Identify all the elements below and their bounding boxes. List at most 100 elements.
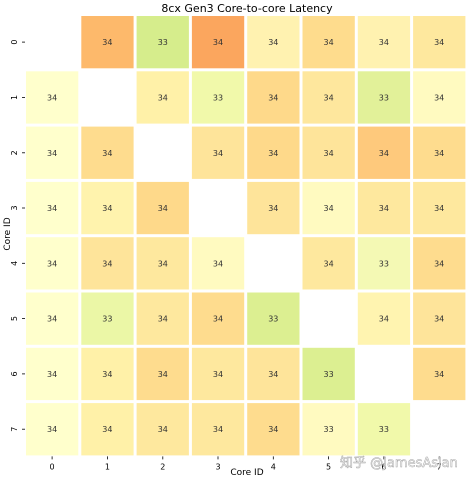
cell-value-label-1-0: 34: [47, 93, 57, 102]
cell-value-label-4-3: 34: [213, 259, 223, 268]
cell-value-label-1-6: 33: [379, 93, 389, 102]
heatmap-cell-5-1: [81, 292, 134, 345]
x-tick-label-2: 2: [160, 462, 165, 471]
heatmap-cell-0-2: [136, 16, 189, 69]
heatmap-cell-2-5: [302, 126, 355, 179]
cell-value-label-0-5: 34: [324, 38, 334, 47]
cell-value-label-3-5: 34: [324, 204, 334, 213]
heatmap-cell-6-4: [247, 347, 300, 401]
cell-value-label-1-4: 34: [268, 93, 278, 102]
heatmap-cell-1-2: [136, 71, 189, 124]
cell-value-label-1-5: 34: [324, 93, 334, 102]
cell-value-label-0-6: 34: [379, 38, 389, 47]
cell-value-label-3-1: 34: [102, 204, 112, 213]
cell-value-label-2-6: 34: [379, 149, 389, 158]
x-tick-label-6: 6: [381, 462, 386, 471]
cell-value-label-7-0: 34: [47, 425, 57, 434]
x-tick-label-5: 5: [326, 462, 331, 471]
heatmap-cell-7-6: [357, 403, 411, 456]
cell-value-label-5-6: 34: [379, 315, 389, 324]
heatmap-cell-0-7: [413, 16, 466, 69]
heatmap-cell-0-4: [247, 16, 300, 69]
heatmap-cell-3-0: [26, 181, 79, 235]
cell-value-label-5-7: 34: [434, 315, 444, 324]
cell-value-label-2-0: 34: [47, 149, 57, 158]
heatmap-cell-3-6: [357, 181, 411, 235]
chart-title: 8cx Gen3 Core-to-core Latency: [161, 2, 333, 15]
cell-value-label-0-2: 33: [158, 38, 168, 47]
cell-value-label-6-7: 34: [434, 370, 444, 379]
heatmap-cell-3-2: [136, 181, 189, 235]
heatmap-cell-0-3: [191, 16, 245, 69]
heatmap-cell-5-0: [26, 292, 79, 345]
cell-value-label-3-7: 34: [434, 204, 444, 213]
heatmap-cell-4-3: [191, 237, 245, 290]
heatmap-cell-0-5: [302, 16, 355, 69]
cell-value-label-1-3: 33: [213, 93, 223, 102]
cell-value-label-6-2: 34: [158, 370, 168, 379]
cell-value-label-4-7: 34: [434, 259, 444, 268]
cell-value-label-5-1: 33: [102, 315, 112, 324]
heatmap-cell-2-4: [247, 126, 300, 179]
cell-value-label-0-3: 34: [213, 38, 223, 47]
y-tick-label-5: 5: [10, 316, 19, 321]
cell-value-label-7-2: 34: [158, 425, 168, 434]
heatmap-cell-7-0: [26, 403, 79, 456]
cell-value-label-6-0: 34: [47, 370, 57, 379]
cell-value-label-6-5: 33: [324, 370, 334, 379]
heatmap-cell-5-6: [357, 292, 411, 345]
heatmap-cell-4-6: [357, 237, 411, 290]
y-tick-label-7: 7: [10, 427, 19, 432]
x-tick-label-7: 7: [437, 462, 442, 471]
heatmap-cell-2-6: [357, 126, 411, 179]
cell-value-label-5-3: 34: [213, 315, 223, 324]
heatmap-cell-7-4: [247, 403, 300, 456]
y-axis-label: Core ID: [3, 217, 13, 250]
cell-value-label-1-2: 34: [158, 93, 168, 102]
heatmap-cell-0-1: [81, 16, 134, 69]
y-tick-label-6: 6: [10, 371, 19, 376]
cell-value-label-2-3: 34: [213, 149, 223, 158]
x-tick-label-1: 1: [105, 462, 110, 471]
x-tick-label-0: 0: [50, 462, 55, 471]
x-tick-label-3: 3: [215, 462, 220, 471]
cell-value-label-6-3: 34: [213, 370, 223, 379]
cell-value-label-3-4: 34: [268, 204, 278, 213]
cell-value-label-1-7: 34: [434, 93, 444, 102]
y-tick-label-3: 3: [10, 205, 19, 210]
cell-value-label-6-1: 34: [102, 370, 112, 379]
cell-value-label-6-4: 34: [268, 370, 278, 379]
heatmap-cell-6-0: [26, 347, 79, 401]
heatmap-cell-5-3: [191, 292, 245, 345]
heatmap-cell-6-7: [413, 347, 466, 401]
heatmap-cell-1-0: [26, 71, 79, 124]
heatmap-cell-1-7: [413, 71, 466, 124]
cell-value-label-7-6: 33: [379, 425, 389, 434]
heatmap-cell-7-5: [302, 403, 355, 456]
cell-value-label-4-1: 34: [102, 259, 112, 268]
cell-value-label-2-1: 34: [102, 149, 112, 158]
heatmap-cell-2-0: [26, 126, 79, 179]
cell-value-label-7-3: 34: [213, 425, 223, 434]
cell-value-label-0-1: 34: [102, 38, 112, 47]
heatmap-cell-4-1: [81, 237, 134, 290]
cell-value-label-4-6: 33: [379, 259, 389, 268]
heatmap-cell-6-3: [191, 347, 245, 401]
cell-value-label-5-4: 33: [268, 315, 278, 324]
heatmap-cell-0-6: [357, 16, 411, 69]
heatmap-cell-4-7: [413, 237, 466, 290]
cell-value-label-4-0: 34: [47, 259, 57, 268]
heatmap-cell-6-1: [81, 347, 134, 401]
cell-value-label-4-5: 34: [324, 259, 334, 268]
x-tick-label-4: 4: [271, 462, 276, 471]
heatmap-cell-3-1: [81, 181, 134, 235]
heatmap-cell-2-7: [413, 126, 466, 179]
heatmap-cell-2-3: [191, 126, 245, 179]
heatmap-cell-3-5: [302, 181, 355, 235]
heatmap-cell-6-5: [302, 347, 355, 401]
heatmap-cell-4-2: [136, 237, 189, 290]
cell-value-label-3-0: 34: [47, 204, 57, 213]
cell-value-label-3-6: 34: [379, 204, 389, 213]
heatmap-cell-4-5: [302, 237, 355, 290]
